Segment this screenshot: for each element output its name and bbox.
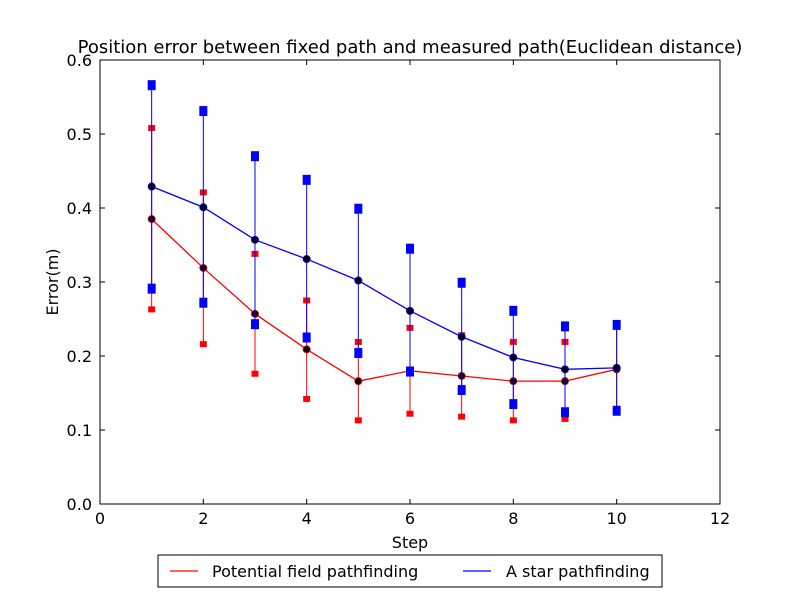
- error-cap-high-a-star: [199, 106, 208, 117]
- y-tick-label: 0.0: [67, 495, 92, 514]
- error-cap-low-a-star: [406, 366, 414, 377]
- data-point-a-star: [354, 276, 363, 285]
- error-cap-high-a-star: [302, 174, 311, 185]
- x-tick-label: 10: [606, 509, 626, 528]
- error-cap-low-potential-field: [458, 413, 466, 420]
- data-point-a-star: [250, 235, 259, 244]
- series-layer: [147, 80, 621, 424]
- plot-frame: [99, 59, 721, 505]
- legend: Potential field pathfinding A star pathf…: [157, 554, 663, 588]
- data-point-a-star: [509, 353, 518, 362]
- error-cap-high-a-star: [147, 80, 156, 91]
- data-point-a-star: [457, 332, 466, 341]
- x-tick-label: 8: [508, 509, 518, 528]
- error-cap-high-a-star: [457, 277, 466, 288]
- error-cap-low-a-star: [302, 332, 311, 343]
- error-cap-low-a-star: [354, 348, 363, 359]
- x-tick-label: 0: [95, 509, 105, 528]
- error-cap-high-a-star: [251, 151, 259, 162]
- data-point-a-star: [612, 363, 621, 372]
- data-point-potential-field: [302, 345, 311, 354]
- error-cap-low-potential-field: [251, 370, 259, 377]
- data-point-a-star: [405, 306, 414, 315]
- error-cap-low-a-star: [251, 319, 259, 330]
- error-cap-low-potential-field: [199, 341, 207, 348]
- error-cap-low-potential-field: [148, 306, 156, 313]
- data-point-a-star: [561, 365, 570, 374]
- y-axis-title: Error(m): [43, 248, 62, 315]
- series-line-potential-field: [151, 218, 617, 382]
- error-cap-high-a-star: [561, 321, 569, 332]
- error-cap-high-a-star: [406, 243, 414, 254]
- error-cap-low-potential-field: [303, 395, 311, 402]
- x-tick-label: 2: [198, 509, 208, 528]
- y-tick-label: 0.1: [67, 421, 92, 440]
- x-tick-label: 6: [405, 509, 415, 528]
- error-cap-high-a-star: [354, 203, 363, 214]
- data-point-potential-field: [354, 377, 363, 386]
- y-tick-label: 0.6: [67, 51, 92, 70]
- y-tick-label: 0.5: [67, 125, 92, 144]
- error-cap-low-a-star: [612, 405, 621, 416]
- x-tick-label: 12: [710, 509, 730, 528]
- error-cap-low-a-star: [509, 399, 518, 410]
- error-cap-low-potential-field: [509, 417, 517, 424]
- legend-label-a-star: A star pathfinding: [506, 562, 650, 581]
- y-tick-label: 0.3: [67, 273, 92, 292]
- chart-title: Position error between fixed path and me…: [78, 37, 743, 58]
- error-cap-low-potential-field: [406, 410, 414, 417]
- y-tick-label: 0.2: [67, 347, 92, 366]
- legend-label-potential-field: Potential field pathfinding: [212, 562, 418, 581]
- series-line-a-star: [151, 185, 617, 370]
- x-axis-title: Step: [392, 533, 428, 552]
- error-cap-low-a-star: [147, 283, 156, 294]
- data-point-a-star: [199, 203, 208, 212]
- error-cap-low-potential-field: [561, 415, 569, 422]
- error-cap-low-potential-field: [354, 417, 362, 424]
- error-cap-high-a-star: [612, 319, 621, 330]
- error-cap-low-a-star: [457, 385, 466, 396]
- error-cap-low-a-star: [199, 297, 208, 308]
- data-point-a-star: [302, 255, 311, 264]
- legend-box: [157, 554, 663, 588]
- y-tick-label: 0.4: [67, 199, 92, 218]
- tick-layer: 0 2 4 6 8 10 12 0.0 0.1 0.2 0.3 0.4 0.5 0.6: [67, 51, 731, 528]
- series-a-star: [147, 80, 621, 418]
- data-point-a-star: [147, 182, 156, 191]
- x-tick-label: 4: [302, 509, 312, 528]
- error-cap-low-a-star: [561, 407, 569, 418]
- error-cap-high-a-star: [509, 305, 518, 316]
